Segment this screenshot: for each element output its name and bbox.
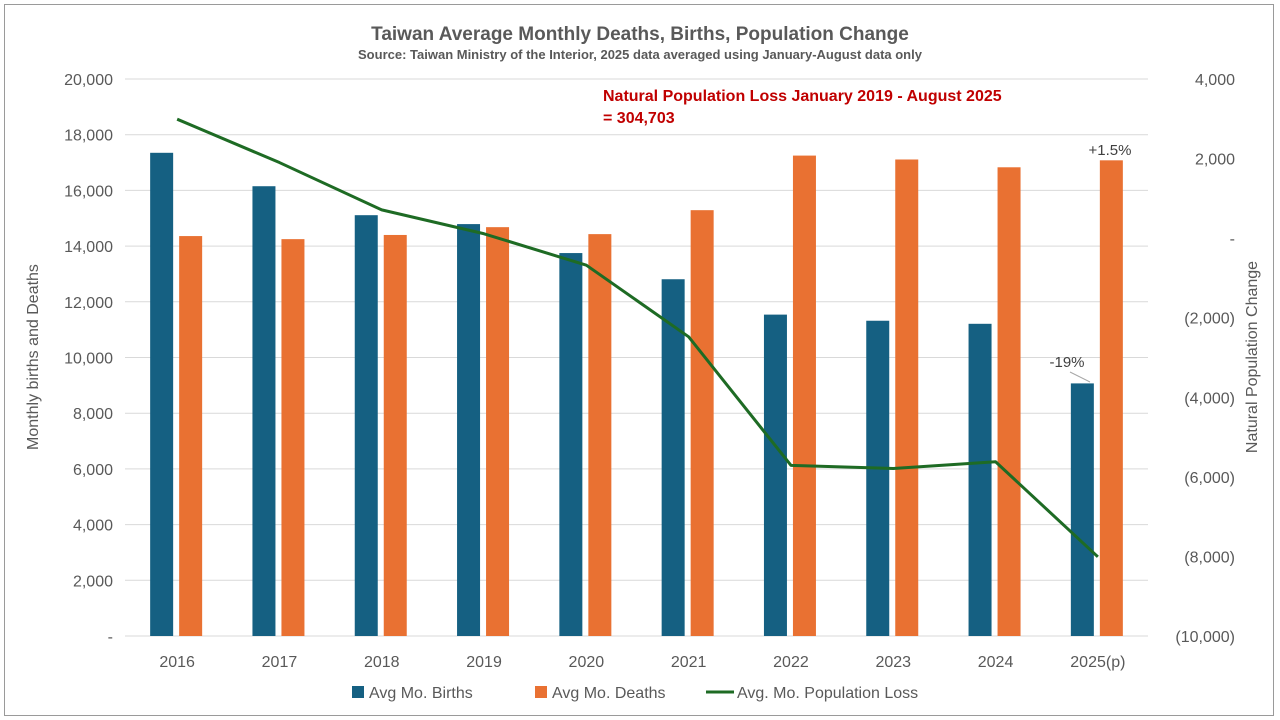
bar-deaths — [997, 167, 1021, 637]
births-change-label: -19% — [1049, 354, 1084, 371]
bar-deaths — [1099, 160, 1123, 636]
bar-births — [661, 279, 685, 636]
y2-tick-label: (8,000) — [1184, 549, 1235, 566]
bar-deaths — [588, 234, 612, 636]
births-change-leader-line — [1069, 371, 1091, 383]
legend-label-deaths: Avg Mo. Deaths — [552, 685, 666, 702]
x-tick-label: 2022 — [773, 654, 809, 671]
bar-births — [150, 152, 174, 637]
legend-swatch-births — [352, 686, 364, 698]
annotation-line-1: Natural Population Loss January 2019 - A… — [603, 88, 1002, 105]
x-tick-label: 2021 — [671, 654, 707, 671]
y2-tick-label: (4,000) — [1184, 390, 1235, 407]
bar-deaths — [690, 210, 714, 636]
bar-deaths — [179, 236, 203, 636]
y2-tick-label: (6,000) — [1184, 470, 1235, 487]
legend-label-population-loss: Avg. Mo. Population Loss — [737, 685, 918, 702]
y-tick-label: 12,000 — [64, 295, 113, 312]
bar-births — [354, 215, 378, 636]
y-tick-label: - — [108, 629, 113, 646]
chart-subtitle: Source: Taiwan Ministry of the Interior,… — [358, 47, 923, 62]
legend-swatch-deaths — [535, 686, 547, 698]
y-tick-label: 6,000 — [73, 462, 113, 479]
y-tick-label: 20,000 — [64, 72, 113, 89]
bar-deaths — [792, 155, 816, 636]
y-tick-label: 2,000 — [73, 573, 113, 590]
chart-title: Taiwan Average Monthly Deaths, Births, P… — [371, 24, 909, 45]
x-tick-label: 2016 — [159, 654, 195, 671]
y-tick-label: 8,000 — [73, 406, 113, 423]
y2-tick-label: - — [1230, 231, 1235, 248]
x-tick-label: 2018 — [364, 654, 400, 671]
bar-births — [1070, 383, 1094, 636]
y2-tick-label: (10,000) — [1175, 629, 1235, 646]
x-tick-label: 2024 — [978, 654, 1014, 671]
y-tick-label: 16,000 — [64, 183, 113, 200]
y2-tick-label: 2,000 — [1195, 152, 1235, 169]
legend-label-births: Avg Mo. Births — [369, 685, 473, 702]
y-tick-label: 10,000 — [64, 351, 113, 368]
y2-tick-label: 4,000 — [1195, 72, 1235, 89]
bar-deaths — [486, 227, 510, 637]
x-tick-label: 2020 — [569, 654, 605, 671]
y-tick-label: 18,000 — [64, 128, 113, 145]
annotation-line-2: = 304,703 — [603, 110, 675, 127]
bar-deaths — [895, 159, 919, 636]
bar-deaths — [281, 239, 305, 636]
chart-border — [4, 4, 1274, 716]
y2-tick-label: (2,000) — [1184, 311, 1235, 328]
y-tick-label: 4,000 — [73, 518, 113, 535]
line-population-loss — [176, 117, 1099, 558]
bar-births — [457, 224, 481, 636]
y-tick-label: 14,000 — [64, 239, 113, 256]
x-tick-label: 2019 — [466, 654, 502, 671]
bar-births — [968, 323, 992, 636]
bar-births — [559, 253, 583, 636]
x-tick-label: 2017 — [262, 654, 298, 671]
y2-axis-label: Natural Population Change — [1244, 261, 1261, 453]
x-tick-label: 2025(p) — [1070, 654, 1125, 671]
y-axis-label: Monthly births and Deaths — [25, 264, 42, 450]
deaths-change-label: +1.5% — [1089, 142, 1132, 159]
bar-births — [866, 320, 890, 636]
bar-births — [763, 314, 787, 636]
legend: Avg Mo. Births Avg Mo. Deaths Avg. Mo. P… — [352, 685, 918, 702]
bar-deaths — [383, 234, 407, 636]
bar-births — [252, 186, 276, 636]
x-tick-label: 2023 — [875, 654, 911, 671]
